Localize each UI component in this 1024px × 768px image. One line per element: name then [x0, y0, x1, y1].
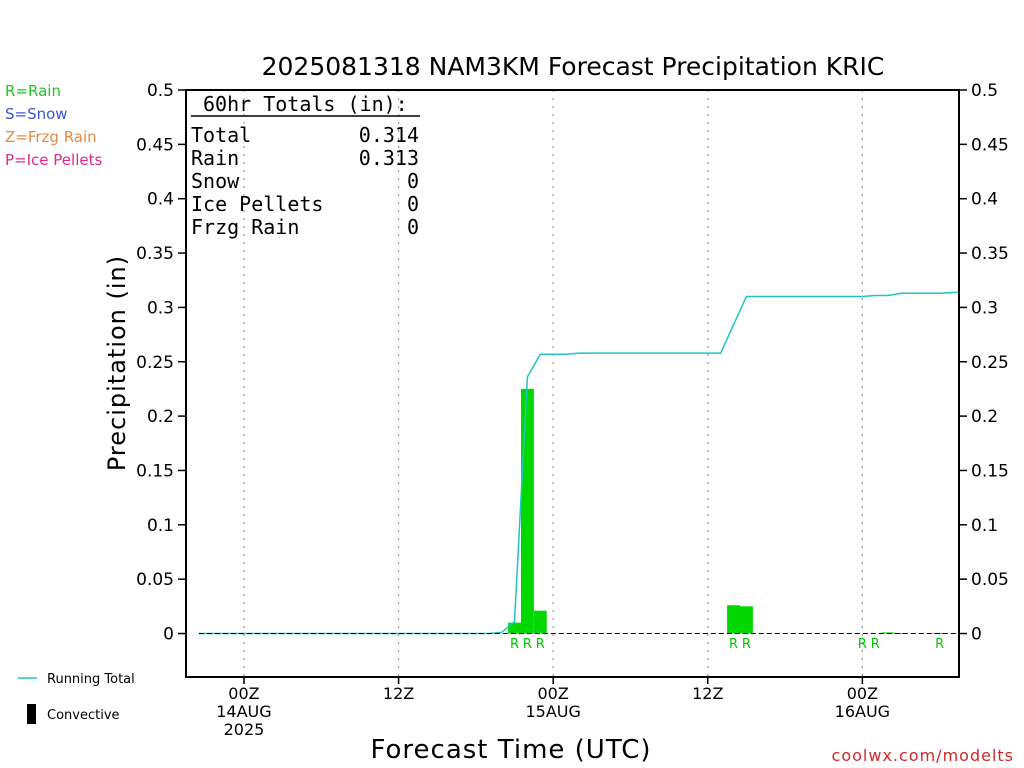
totals-row-value: 0: [407, 169, 419, 193]
rain-bar: [520, 388, 534, 634]
rain-bar: [739, 606, 753, 634]
totals-row-label: Frzg Rain: [191, 215, 299, 239]
totals-row-label: Rain: [191, 146, 239, 170]
series-legend: Running Total Convective: [18, 672, 135, 724]
y-tick-label-left: 0.1: [147, 516, 174, 536]
precip-type-marker: R: [935, 637, 944, 652]
y-tick-label-left: 0.45: [136, 135, 174, 155]
totals-row-label: Total: [191, 123, 251, 147]
x-tick-label: 12Z: [383, 684, 414, 703]
totals-row-value: 0.313: [359, 146, 419, 170]
precip-type-legend-item: R=Rain: [5, 82, 61, 100]
precip-type-marker: R: [742, 637, 751, 652]
y-tick-label-left: 0.25: [136, 353, 174, 373]
precip-type-marker: R: [523, 637, 532, 652]
y-tick-label-left: 0.3: [147, 298, 174, 318]
watermark-text: coolwx.com/modelts: [832, 746, 1014, 765]
y-tick-label-right: 0.5: [971, 81, 998, 101]
y-tick-label-right: 0.35: [971, 244, 1009, 264]
y-tick-label-left: 0.05: [136, 570, 174, 590]
y-tick-label-left: 0.5: [147, 81, 174, 101]
totals-row-value: 0: [407, 192, 419, 216]
y-tick-label-left: 0.2: [147, 407, 174, 427]
rain-bar: [533, 610, 547, 634]
running-total-layer: [198, 291, 960, 635]
precip-type-marker: R: [510, 637, 519, 652]
rain-bar: [508, 622, 521, 634]
y-tick-label-right: 0: [971, 625, 982, 645]
totals-row-value: 0: [407, 215, 419, 239]
y-tick-label-left: 0.4: [147, 190, 174, 210]
legend-label: Running Total: [47, 672, 135, 687]
totals-rows: Total 0.314 Rain 0.313 Snow 0 Ice Pellets 0 Frzg…: [191, 123, 419, 239]
precip-type-legend-item: S=Snow: [5, 105, 68, 123]
rain-bar: [881, 632, 895, 634]
y-tick-label-left: 0.15: [136, 461, 174, 481]
precip-type-legend: R=Rain S=Snow Z=Frzg Rain P=Ice Pellets: [5, 82, 102, 169]
rain-bar: [727, 605, 740, 634]
grid-lines: [243, 90, 863, 677]
x-axis-label: Forecast Time (UTC): [370, 735, 651, 765]
x-tick-label: 00Z: [538, 684, 569, 703]
y-tick-label-right: 0.05: [971, 570, 1009, 590]
x-tick-label: 14AUG: [216, 702, 271, 721]
x-tick-label: 15AUG: [525, 702, 580, 721]
rain-bars: [508, 388, 947, 634]
y-tick-label-right: 0.25: [971, 353, 1009, 373]
precip-type-legend-item: Z=Frzg Rain: [5, 128, 97, 146]
legend-label: Convective: [47, 708, 120, 723]
running-total-line: [198, 291, 960, 635]
y-axis-ticks: 0 00.05 0.050.1 0.10.15 0.150.2 0.20.25 0.250.…: [136, 81, 1009, 645]
precip-type-marker: R: [871, 637, 880, 652]
totals-row-label: Ice Pellets: [191, 192, 323, 216]
y-tick-label-right: 0.45: [971, 135, 1009, 155]
plot-frame: [185, 89, 960, 678]
y-tick-label-right: 0.2: [971, 407, 998, 427]
legend-bar-swatch: [27, 704, 36, 724]
x-tick-label: 2025: [224, 720, 265, 739]
x-tick-label: 16AUG: [835, 702, 890, 721]
precip-type-marker: R: [536, 637, 545, 652]
x-tick-label: 12Z: [692, 684, 723, 703]
precip-type-marker: R: [729, 637, 738, 652]
totals-header: 60hr Totals (in):: [203, 92, 408, 116]
x-tick-label: 00Z: [847, 684, 878, 703]
y-tick-label-left: 0: [163, 625, 174, 645]
y-tick-label-right: 0.1: [971, 516, 998, 536]
precip-type-legend-item: P=Ice Pellets: [5, 151, 102, 169]
y-tick-label-left: 0.35: [136, 244, 174, 264]
y-tick-label-right: 0.15: [971, 461, 1009, 481]
x-tick-label: 00Z: [228, 684, 259, 703]
y-tick-label-right: 0.3: [971, 298, 998, 318]
totals-row-label: Snow: [191, 169, 240, 193]
totals-box: 60hr Totals (in): Total 0.314 Rain 0.313 Sno…: [191, 92, 420, 239]
y-axis-label: Precipitation (in): [103, 255, 131, 471]
totals-row-value: 0.314: [359, 123, 419, 147]
rain-bar: [894, 632, 908, 634]
y-tick-label-right: 0.4: [971, 190, 998, 210]
precip-type-marker: R: [858, 637, 867, 652]
chart-title: 2025081318 NAM3KM Forecast Precipitation…: [262, 52, 885, 81]
